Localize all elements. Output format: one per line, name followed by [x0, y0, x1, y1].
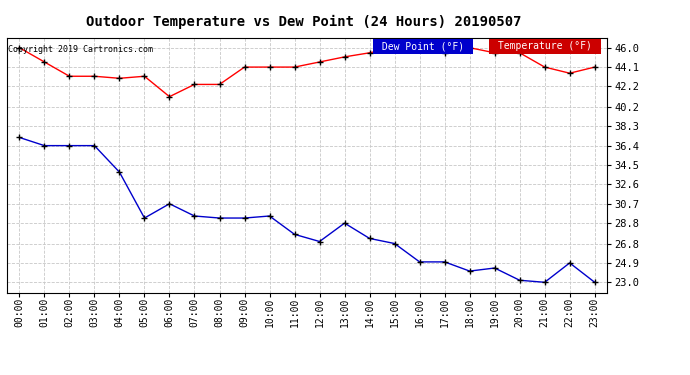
Text: Dew Point (°F): Dew Point (°F)	[376, 41, 470, 51]
Text: Copyright 2019 Cartronics.com: Copyright 2019 Cartronics.com	[8, 45, 153, 54]
Text: Outdoor Temperature vs Dew Point (24 Hours) 20190507: Outdoor Temperature vs Dew Point (24 Hou…	[86, 15, 522, 29]
Text: Temperature (°F): Temperature (°F)	[492, 41, 598, 51]
